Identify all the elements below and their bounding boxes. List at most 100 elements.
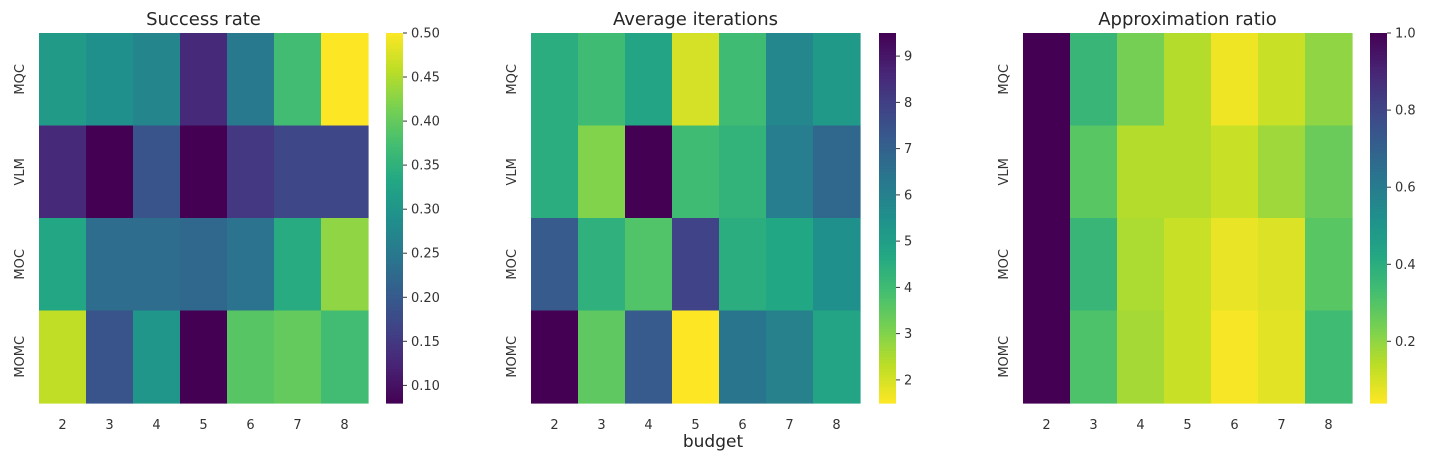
colorbar-segment	[879, 159, 896, 164]
heatmap-cell	[1117, 125, 1165, 219]
heatmap-cell	[531, 218, 579, 312]
colorbar-segment	[879, 153, 896, 157]
colorbar-segment	[1370, 153, 1387, 157]
x-tick-label: 2	[58, 418, 66, 433]
colorbar-segment	[1370, 91, 1387, 96]
colorbar-segment	[879, 214, 896, 219]
colorbar-segment	[879, 88, 896, 93]
colorbar-segment	[386, 39, 403, 43]
colorbar-segment	[1370, 387, 1387, 392]
colorbar-segment	[386, 295, 403, 299]
colorbar-segment	[879, 245, 896, 250]
colorbar-segment	[1370, 359, 1387, 364]
heatmap-cell	[227, 33, 275, 127]
colorbar-segment	[1370, 344, 1387, 349]
colorbar-segment	[1370, 369, 1387, 373]
colorbar-segment	[879, 261, 896, 265]
heatmap-cell	[1070, 33, 1118, 127]
colorbar-segment	[386, 356, 403, 361]
colorbar-segment	[386, 103, 403, 108]
colorbar-segment	[386, 91, 403, 96]
colorbar-segment	[1370, 313, 1387, 318]
colorbar-segment	[386, 42, 403, 46]
panel-title: Success rate	[146, 9, 261, 30]
colorbar-segment	[386, 264, 403, 268]
colorbar-segment	[386, 54, 403, 59]
colorbar-segment	[879, 196, 896, 201]
colorbar-segment	[879, 174, 896, 179]
colorbar-segment	[879, 347, 896, 352]
colorbar-segment	[1370, 375, 1387, 379]
colorbar-segment	[1370, 251, 1387, 256]
colorbar-segment	[879, 116, 896, 120]
x-tick-label: 4	[152, 418, 160, 433]
heatmap-cell	[39, 310, 87, 404]
colorbar-segment	[1370, 273, 1387, 278]
colorbar-segment	[386, 88, 403, 93]
colorbar-segment	[879, 372, 896, 376]
colorbar-tick-label: 0.45	[411, 71, 440, 86]
colorbar-segment	[879, 33, 896, 37]
heatmap-cell	[133, 125, 181, 219]
colorbar-segment	[386, 144, 403, 148]
colorbar: 0.10 0.15 0.20 0.25 0.30 0.35 0.40 0.45 0.50	[386, 27, 440, 404]
heatmap-cell	[625, 310, 673, 404]
heatmap-cell	[227, 125, 275, 219]
heatmap-cell	[321, 218, 369, 312]
colorbar-segment	[1370, 187, 1387, 191]
colorbar-segment	[386, 366, 403, 370]
colorbar-segment	[386, 33, 403, 37]
colorbar-segment	[386, 245, 403, 250]
colorbar-segment	[879, 279, 896, 284]
colorbar-segment	[1370, 362, 1387, 367]
colorbar-segment	[1370, 298, 1387, 302]
colorbar-segment	[879, 70, 896, 74]
colorbar-segment	[1370, 97, 1387, 102]
colorbar-segment	[1370, 399, 1387, 404]
colorbar-segment	[386, 279, 403, 284]
colorbar-segment	[1370, 85, 1387, 90]
heatmap-panel-3: Approximation ratio 2 3 4 5 6 7 8 MQC VLM MOC MOMC 0…	[997, 9, 1416, 433]
heatmap-cell	[1305, 310, 1353, 404]
colorbar-tick-label: 0.2	[1395, 335, 1416, 350]
heatmap-cell	[1164, 125, 1212, 219]
heatmap-cell	[180, 125, 228, 219]
x-tick-label: 7	[293, 418, 301, 433]
colorbar-segment	[386, 276, 403, 281]
colorbar-segment	[879, 264, 896, 268]
colorbar-segment	[879, 73, 896, 77]
colorbar-segment	[386, 251, 403, 256]
colorbar-segment	[386, 181, 403, 185]
colorbar-segment	[879, 295, 896, 299]
heatmap-cell	[625, 33, 673, 127]
colorbar-segment	[386, 168, 403, 173]
colorbar-segment	[879, 387, 896, 392]
x-tick-label: 6	[1230, 418, 1238, 433]
colorbar-segment	[1370, 261, 1387, 265]
colorbar-segment	[386, 122, 403, 127]
heatmap-cell	[39, 125, 87, 219]
colorbar-segment	[1370, 353, 1387, 358]
colorbar-segment	[879, 224, 896, 228]
heatmap-cell	[1305, 125, 1353, 219]
heatmap-cell	[766, 125, 814, 219]
colorbar-segment	[1370, 168, 1387, 173]
colorbar-segment	[386, 211, 403, 216]
colorbar-segment	[386, 85, 403, 90]
colorbar-segment	[1370, 366, 1387, 370]
colorbar-segment	[879, 362, 896, 367]
colorbar-segment	[879, 292, 896, 296]
colorbar-segment	[879, 45, 896, 50]
heatmap-cell	[625, 125, 673, 219]
shared-x-axis-label: budget	[683, 432, 744, 452]
heatmap-cell	[578, 125, 626, 219]
colorbar-segment	[879, 208, 896, 213]
colorbar-segment	[1370, 319, 1387, 324]
colorbar-segment	[1370, 239, 1387, 244]
colorbar-segment	[1370, 94, 1387, 99]
colorbar-segment	[879, 103, 896, 108]
heatmap-cell	[719, 125, 767, 219]
colorbar-segment	[879, 301, 896, 305]
colorbar-segment	[879, 353, 896, 358]
heatmap-cell	[1258, 33, 1306, 127]
